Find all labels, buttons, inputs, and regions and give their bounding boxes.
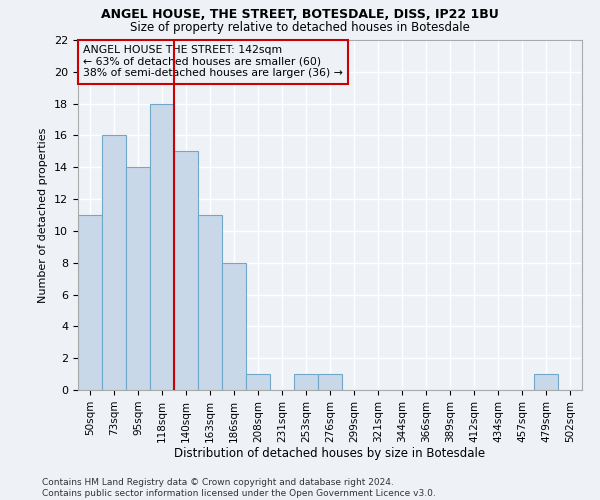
Y-axis label: Number of detached properties: Number of detached properties	[38, 128, 49, 302]
Bar	[78, 215, 102, 390]
X-axis label: Distribution of detached houses by size in Botesdale: Distribution of detached houses by size …	[175, 448, 485, 460]
Bar	[150, 104, 174, 390]
Bar	[222, 262, 246, 390]
Bar	[294, 374, 318, 390]
Bar	[534, 374, 558, 390]
Text: Contains HM Land Registry data © Crown copyright and database right 2024.
Contai: Contains HM Land Registry data © Crown c…	[42, 478, 436, 498]
Bar	[174, 152, 198, 390]
Bar	[246, 374, 270, 390]
Bar	[198, 215, 222, 390]
Text: Size of property relative to detached houses in Botesdale: Size of property relative to detached ho…	[130, 21, 470, 34]
Text: ANGEL HOUSE THE STREET: 142sqm
← 63% of detached houses are smaller (60)
38% of : ANGEL HOUSE THE STREET: 142sqm ← 63% of …	[83, 46, 343, 78]
Bar	[126, 168, 150, 390]
Text: ANGEL HOUSE, THE STREET, BOTESDALE, DISS, IP22 1BU: ANGEL HOUSE, THE STREET, BOTESDALE, DISS…	[101, 8, 499, 20]
Bar	[102, 136, 126, 390]
Bar	[318, 374, 342, 390]
